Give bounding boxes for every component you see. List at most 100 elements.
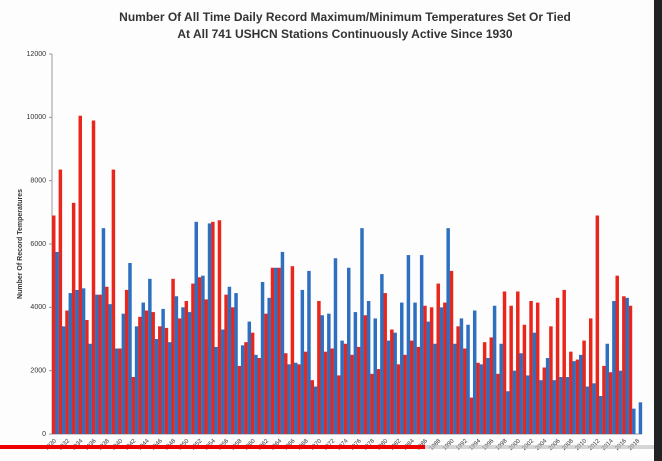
bar bbox=[264, 313, 268, 434]
bar bbox=[121, 313, 126, 434]
bar bbox=[154, 339, 159, 434]
bar bbox=[247, 321, 252, 434]
y-tick-label: 12000 bbox=[27, 51, 47, 58]
bar bbox=[562, 289, 566, 434]
bar bbox=[91, 120, 96, 434]
bar bbox=[552, 380, 556, 434]
bar bbox=[376, 369, 381, 434]
bar bbox=[221, 329, 225, 434]
bar bbox=[456, 326, 460, 434]
bar bbox=[310, 380, 315, 434]
y-axis-label: Number Of Record Temperatures bbox=[17, 189, 24, 299]
bar bbox=[88, 343, 92, 434]
bar bbox=[419, 255, 424, 434]
bar bbox=[327, 313, 331, 434]
bar bbox=[638, 402, 643, 434]
bar bbox=[516, 291, 520, 434]
bar bbox=[602, 365, 606, 434]
bar bbox=[446, 228, 450, 434]
bar bbox=[227, 286, 232, 434]
bar bbox=[502, 291, 507, 434]
bar bbox=[582, 340, 586, 434]
bar bbox=[55, 251, 59, 434]
bar bbox=[287, 364, 291, 434]
bar bbox=[124, 289, 129, 434]
bar bbox=[489, 337, 494, 434]
bar bbox=[366, 301, 371, 434]
bar bbox=[280, 251, 285, 434]
bar bbox=[512, 370, 517, 434]
bar bbox=[250, 332, 255, 434]
bar bbox=[201, 275, 205, 434]
bar bbox=[237, 365, 242, 434]
bar bbox=[144, 310, 149, 434]
bar bbox=[68, 293, 73, 434]
bar bbox=[469, 397, 474, 434]
bar bbox=[277, 267, 281, 434]
bar bbox=[194, 221, 199, 434]
bar bbox=[383, 293, 387, 434]
bar bbox=[482, 342, 487, 434]
bar bbox=[555, 297, 560, 434]
bar bbox=[542, 367, 547, 434]
bar bbox=[187, 312, 192, 434]
bar bbox=[234, 293, 238, 434]
bar bbox=[522, 324, 527, 434]
bar bbox=[313, 386, 318, 434]
bar bbox=[588, 318, 593, 434]
bar bbox=[293, 362, 298, 434]
bar bbox=[565, 377, 570, 434]
bar bbox=[380, 274, 384, 434]
bar bbox=[605, 343, 610, 434]
bar bbox=[134, 326, 139, 434]
bar bbox=[608, 372, 613, 434]
bar bbox=[111, 169, 116, 435]
bar bbox=[569, 351, 573, 434]
bar bbox=[340, 340, 344, 434]
bar bbox=[297, 364, 301, 434]
bar bbox=[409, 340, 414, 434]
bar bbox=[75, 289, 79, 434]
bar bbox=[333, 258, 338, 434]
progress-bar bbox=[0, 445, 425, 449]
y-tick-label: 2000 bbox=[30, 368, 46, 375]
bar bbox=[105, 286, 109, 434]
bar bbox=[472, 310, 477, 434]
bar bbox=[78, 115, 82, 434]
bar bbox=[535, 302, 540, 434]
bar bbox=[529, 301, 533, 434]
bar bbox=[426, 321, 431, 434]
bar bbox=[260, 282, 265, 434]
bar bbox=[347, 267, 351, 434]
bar bbox=[101, 228, 106, 434]
bar bbox=[525, 375, 530, 434]
bar bbox=[625, 297, 629, 434]
bar bbox=[403, 354, 407, 434]
bar bbox=[274, 267, 278, 434]
bar bbox=[632, 408, 636, 434]
bar bbox=[174, 296, 179, 434]
bar bbox=[217, 220, 222, 434]
bar bbox=[197, 277, 202, 434]
bar bbox=[81, 288, 86, 434]
bar bbox=[463, 348, 467, 434]
bar bbox=[300, 289, 305, 434]
bar bbox=[323, 351, 328, 434]
bar bbox=[400, 302, 404, 434]
bar bbox=[413, 302, 417, 434]
bar bbox=[370, 373, 374, 434]
bar bbox=[499, 343, 503, 434]
bar bbox=[509, 305, 513, 434]
bar bbox=[184, 301, 189, 434]
bar bbox=[572, 361, 576, 434]
bar bbox=[181, 307, 185, 434]
bar bbox=[393, 332, 397, 434]
bar bbox=[158, 326, 162, 434]
bar bbox=[244, 342, 248, 434]
bar bbox=[240, 345, 245, 434]
bar bbox=[224, 294, 228, 434]
frame-edge bbox=[654, 0, 662, 461]
bar bbox=[466, 324, 470, 434]
bar bbox=[373, 318, 377, 434]
